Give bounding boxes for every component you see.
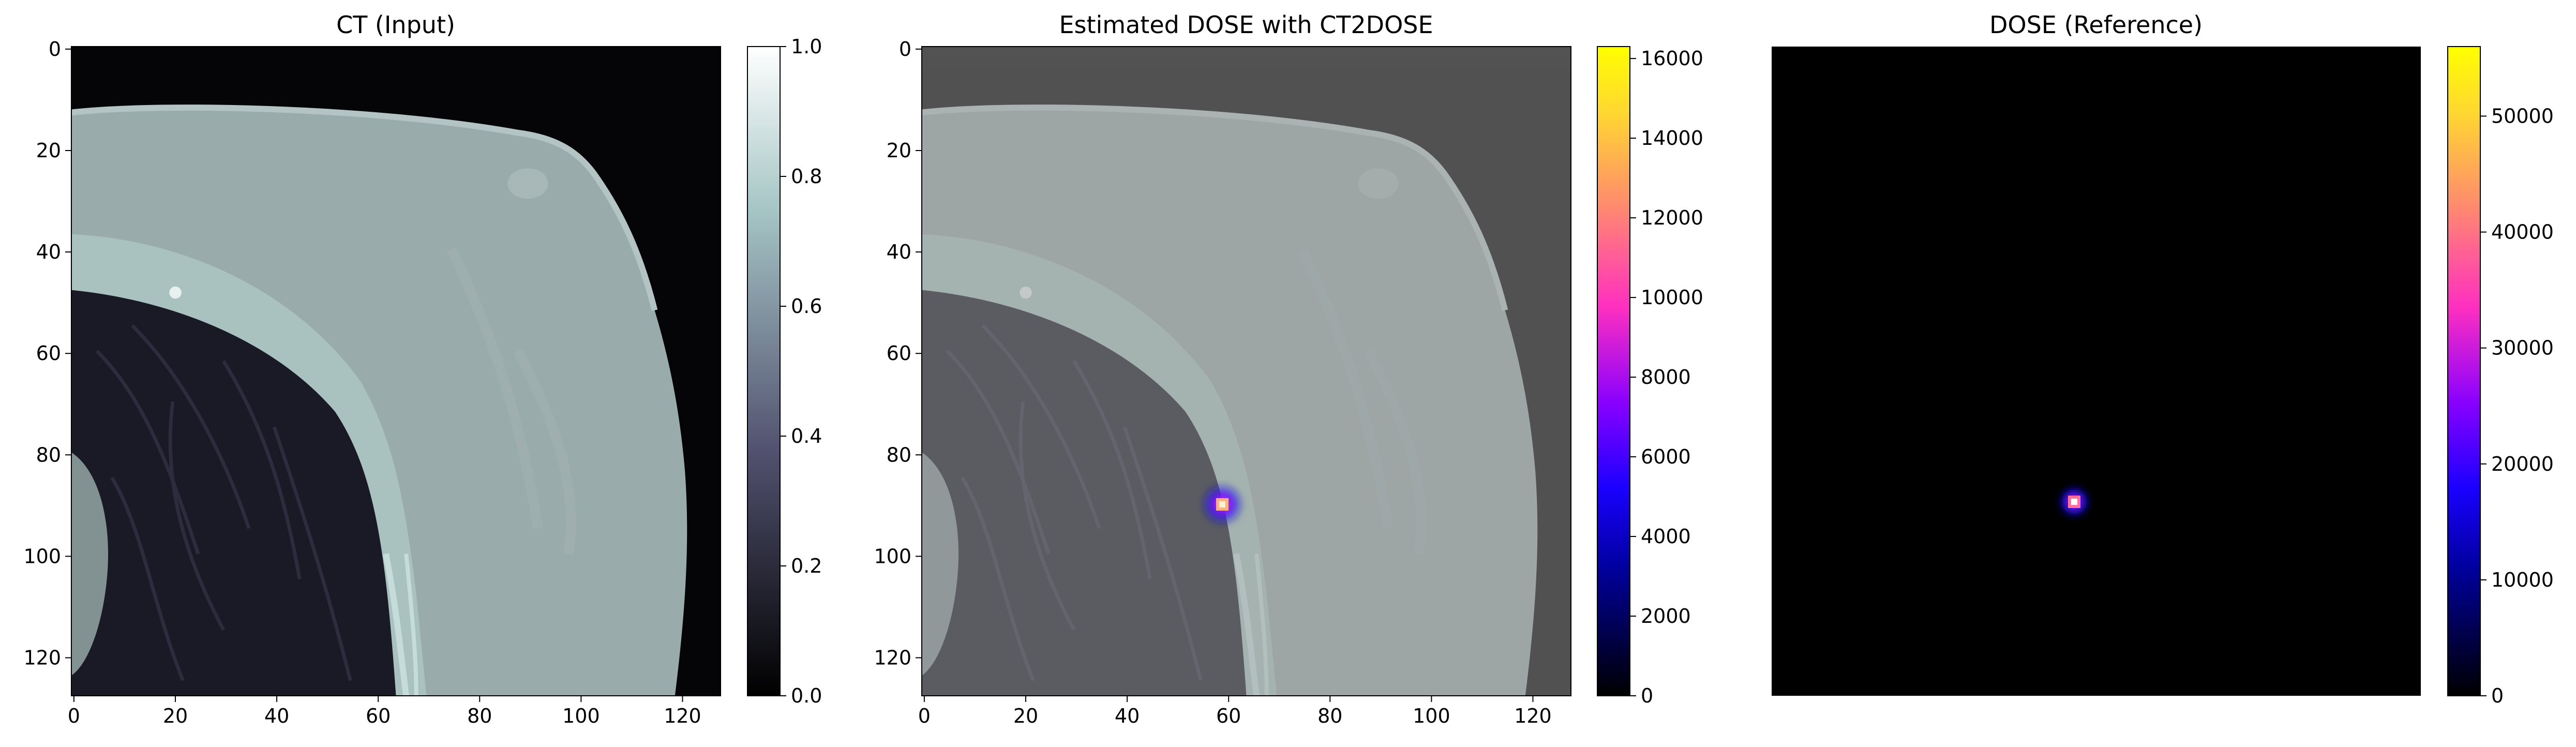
colorbar-tick-label: 50000: [2491, 104, 2554, 127]
y-axis: 0 20 40 60 80 100 120: [23, 38, 71, 669]
x-tick-label: 40: [1115, 705, 1140, 727]
colorbar-reference-dose: [2447, 46, 2481, 696]
x-tick-label: 120: [664, 705, 701, 727]
colorbar-tick-label: 10000: [1641, 286, 1703, 309]
x-axis: 0 20 40 60 80 100 120: [68, 696, 701, 727]
colorbar-ticks: 0 10000 20000 30000 40000 50000: [2480, 104, 2554, 707]
colorbar-ct: [747, 46, 781, 696]
colorbar-estimated-dose: [1597, 46, 1630, 696]
image-reference-dose: [1772, 47, 2421, 696]
y-tick-label: 60: [36, 342, 61, 365]
colorbar-tick-label: 12000: [1641, 206, 1703, 229]
colorbar-tick-label: 30000: [2491, 337, 2554, 360]
x-tick-label: 0: [918, 705, 931, 727]
x-tick-label: 80: [1317, 705, 1342, 727]
colorbar-tick-label: 10000: [2491, 569, 2554, 591]
y-tick-label: 100: [23, 545, 61, 567]
y-tick-label: 40: [36, 241, 61, 263]
y-tick-label: 60: [887, 342, 911, 365]
y-tick-label: 100: [874, 545, 911, 567]
colorbar-tick-label: 2000: [1641, 605, 1691, 628]
y-tick-label: 80: [887, 443, 911, 466]
axes-frame: [921, 46, 1571, 696]
colorbar-tick-label: 0.0: [791, 684, 822, 707]
colorbar-tick-label: 0.6: [791, 295, 822, 318]
x-tick-label: 20: [1013, 705, 1038, 727]
image-ct: [71, 47, 721, 696]
y-tick-label: 0: [49, 38, 61, 61]
y-tick-label: 120: [23, 646, 61, 669]
y-axis: 0 20 40 60 80 100 120: [874, 38, 922, 669]
colorbar-tick-label: 0.8: [791, 165, 822, 188]
x-tick-label: 0: [68, 705, 80, 727]
x-tick-label: 80: [467, 705, 492, 727]
x-axis: 0 20 40 60 80 100 120: [918, 696, 1552, 727]
colorbar-tick-label: 40000: [2491, 221, 2554, 244]
colorbar-tick-label: 0.2: [791, 555, 822, 577]
x-tick-label: 60: [366, 705, 391, 727]
x-tick-label: 100: [1413, 705, 1450, 727]
y-tick-label: 0: [899, 38, 911, 61]
colorbar-tick-label: 6000: [1641, 445, 1691, 468]
x-tick-label: 60: [1216, 705, 1241, 727]
colorbar-ticks: 0 2000 4000 6000 8000 10000 12000 14000 16000: [1630, 47, 1703, 707]
y-tick-label: 80: [36, 443, 61, 466]
colorbar-tick-label: 4000: [1641, 525, 1691, 548]
colorbar-tick-label: 0.4: [791, 425, 822, 447]
x-tick-label: 40: [264, 705, 289, 727]
y-tick-label: 120: [874, 646, 911, 669]
colorbar-tick-label: 0: [2491, 684, 2504, 707]
x-tick-label: 120: [1514, 705, 1552, 727]
colorbar-ticks: 0.0 0.2 0.4 0.6 0.8 1.0: [780, 35, 822, 707]
x-tick-label: 20: [163, 705, 188, 727]
colorbar-tick-label: 0: [1641, 684, 1653, 707]
colorbar-tick-label: 20000: [2491, 453, 2554, 475]
axes-frame: [71, 46, 721, 696]
y-tick-label: 40: [887, 241, 911, 263]
image-estimated-dose: [922, 47, 1571, 696]
colorbar-tick-label: 1.0: [791, 35, 822, 58]
colorbar-tick-label: 16000: [1641, 47, 1703, 70]
panel-title: DOSE (Reference): [1989, 11, 2203, 39]
panel-reference-dose: DOSE (Reference) 0 10000 20000 30000 40000 50…: [1772, 11, 2554, 707]
colorbar-tick-label: 8000: [1641, 366, 1691, 389]
x-tick-label: 100: [562, 705, 600, 727]
panel-estimated-dose: Estimated DOSE with CT2DOSE 0 20 40 60 80 100…: [874, 11, 1703, 727]
y-tick-label: 20: [36, 139, 61, 162]
panel-title: CT (Input): [336, 11, 455, 39]
colorbar-tick-label: 14000: [1641, 127, 1703, 150]
panel-ct-input: CT (Input) 0 20 40 60 80 100 120 0 20 40 60 80 100 1…: [23, 11, 822, 727]
y-tick-label: 20: [887, 139, 911, 162]
panel-title: Estimated DOSE with CT2DOSE: [1059, 11, 1433, 39]
